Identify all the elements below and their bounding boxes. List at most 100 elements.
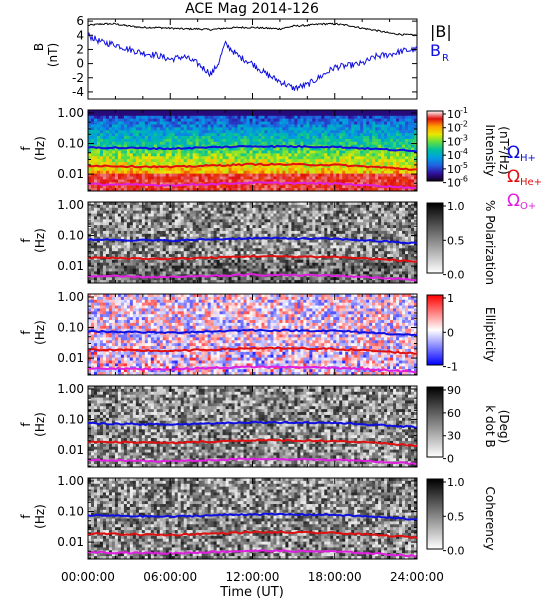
heatmap-cell — [145, 153, 148, 156]
heatmap-cell — [393, 156, 396, 159]
heatmap-cell — [136, 228, 139, 231]
heatmap-cell — [396, 216, 399, 219]
heatmap-cell — [327, 171, 330, 174]
heatmap-cell — [169, 145, 172, 148]
heatmap-cell — [223, 139, 226, 142]
heatmap-cell — [357, 130, 360, 133]
heatmap-cell — [235, 156, 238, 159]
heatmap-cell — [291, 225, 294, 228]
heatmap-cell — [300, 116, 303, 119]
heatmap-cell — [109, 113, 112, 116]
heatmap-cell — [235, 136, 238, 139]
heatmap-cell — [408, 127, 411, 130]
heatmap-cell — [309, 124, 312, 127]
heatmap-cell — [285, 245, 288, 248]
heatmap-cell — [396, 159, 399, 162]
heatmap-cell — [336, 208, 339, 211]
heatmap-cell — [139, 142, 142, 145]
heatmap-cell — [282, 214, 285, 217]
heatmap-cell — [160, 168, 163, 171]
heatmap-cell — [405, 113, 408, 116]
heatmap-cell — [297, 136, 300, 139]
heatmap-cell — [267, 240, 270, 243]
heatmap-cell — [166, 159, 169, 162]
heatmap-cell — [399, 162, 402, 165]
heatmap-cell — [399, 234, 402, 237]
heatmap-cell — [229, 243, 232, 246]
heatmap-cell — [321, 159, 324, 162]
heatmap-cell — [300, 214, 303, 217]
heatmap-cell — [273, 133, 276, 136]
heatmap-cell — [133, 222, 136, 225]
heatmap-cell — [372, 119, 375, 122]
heatmap-cell — [100, 116, 103, 119]
heatmap-cell — [136, 159, 139, 162]
heatmap-cell — [160, 159, 163, 162]
heatmap-cell — [282, 153, 285, 156]
heatmap-cell — [202, 156, 205, 159]
heatmap-cell — [354, 216, 357, 219]
heatmap-cell — [148, 211, 151, 214]
heatmap-cell — [229, 248, 232, 251]
heatmap-cell — [124, 219, 127, 222]
heatmap-cell — [273, 159, 276, 162]
heatmap-cell — [399, 171, 402, 174]
heatmap-cell — [220, 222, 223, 225]
heatmap-cell — [405, 171, 408, 174]
heatmap-cell — [112, 113, 115, 116]
heatmap-cell — [285, 205, 288, 208]
heatmap-cell — [127, 139, 130, 142]
heatmap-cell — [190, 156, 193, 159]
heatmap-cell — [255, 243, 258, 246]
heatmap-cell — [381, 205, 384, 208]
heatmap-cell — [196, 228, 199, 231]
heatmap-cell — [363, 228, 366, 231]
heatmap-cell — [267, 243, 270, 246]
heatmap-cell — [306, 159, 309, 162]
heatmap-cell — [130, 237, 133, 240]
heatmap-cell — [163, 228, 166, 231]
heatmap-cell — [130, 214, 133, 217]
heatmap-cell — [339, 225, 342, 228]
heatmap-cell — [211, 127, 214, 130]
heatmap-cell — [306, 245, 309, 248]
heatmap-cell — [276, 234, 279, 237]
heatmap-cell — [348, 205, 351, 208]
heatmap-cell — [339, 113, 342, 116]
heatmap-cell — [285, 151, 288, 154]
heatmap-cell — [97, 122, 100, 125]
heatmap-cell — [169, 211, 172, 214]
heatmap-cell — [258, 159, 261, 162]
heatmap-cell — [300, 174, 303, 177]
heatmap-cell — [288, 113, 291, 116]
heatmap-cell — [139, 177, 142, 180]
heatmap-cell — [282, 113, 285, 116]
heatmap-cell — [267, 139, 270, 142]
heatmap-cell — [315, 116, 318, 119]
heatmap-cell — [273, 127, 276, 130]
heatmap-cell — [148, 124, 151, 127]
heatmap-cell — [160, 139, 163, 142]
heatmap-cell — [369, 159, 372, 162]
heatmap-cell — [103, 177, 106, 180]
heatmap-cell — [330, 231, 333, 234]
heatmap-cell — [285, 119, 288, 122]
heatmap-cell — [178, 214, 181, 217]
heatmap-cell — [297, 174, 300, 177]
heatmap-cell — [205, 151, 208, 154]
heatmap-cell — [402, 136, 405, 139]
heatmap-cell — [375, 211, 378, 214]
heatmap-cell — [390, 139, 393, 142]
heatmap-cell — [193, 174, 196, 177]
heatmap-cell — [276, 142, 279, 145]
heatmap-cell — [112, 248, 115, 251]
heatmap-cell — [100, 208, 103, 211]
heatmap-cell — [133, 234, 136, 237]
heatmap-cell — [267, 234, 270, 237]
heatmap-cell — [202, 171, 205, 174]
heatmap-cell — [202, 248, 205, 251]
heatmap-cell — [264, 208, 267, 211]
heatmap-cell — [348, 116, 351, 119]
heatmap-cell — [345, 231, 348, 234]
heatmap-cell — [121, 151, 124, 154]
